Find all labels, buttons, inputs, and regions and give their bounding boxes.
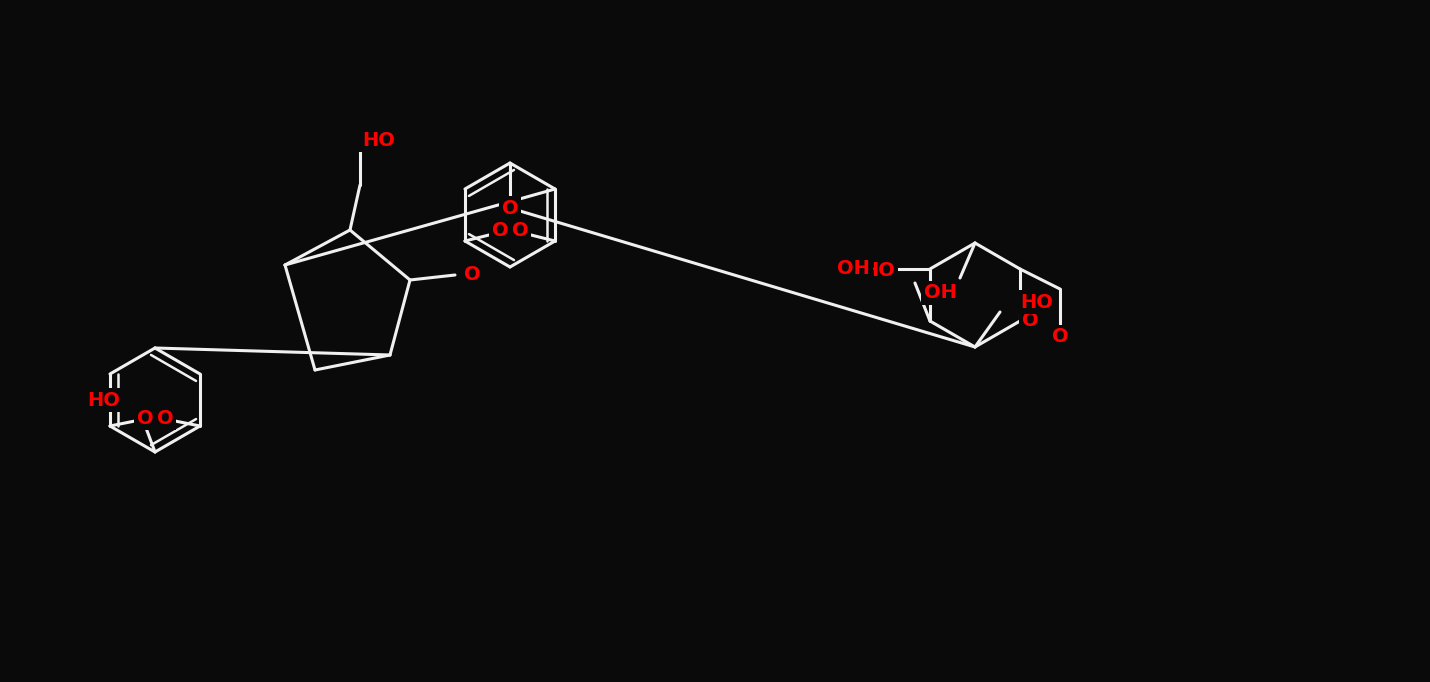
Text: O: O [502,198,518,218]
Text: HO: HO [87,391,120,409]
Text: O: O [492,222,508,241]
Text: HO: HO [862,261,895,280]
Text: HO: HO [362,130,395,149]
Text: O: O [463,265,480,284]
Text: OH: OH [924,284,957,303]
Text: O: O [1051,327,1068,346]
Text: O: O [137,409,153,428]
Text: OH: OH [837,259,869,278]
Text: HO: HO [1020,293,1052,312]
Text: O: O [157,409,173,428]
Text: O: O [1022,312,1038,331]
Text: O: O [512,222,528,241]
